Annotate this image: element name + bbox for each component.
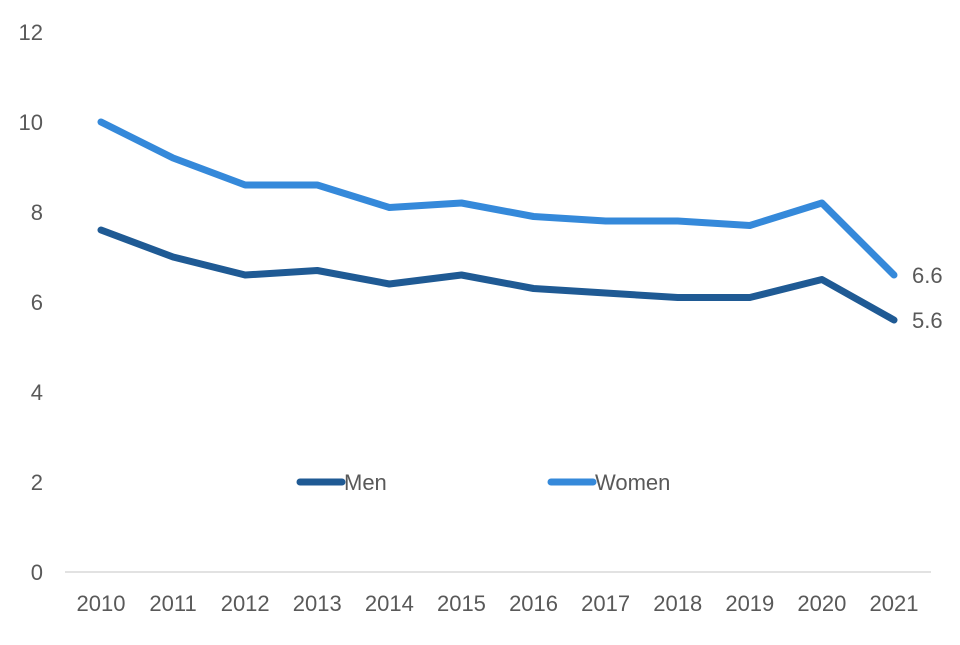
x-tick-label: 2012 bbox=[221, 591, 270, 616]
legend: Men Women bbox=[300, 470, 670, 495]
x-tick-label: 2020 bbox=[797, 591, 846, 616]
series-line-men bbox=[101, 230, 894, 320]
x-tick-label: 2014 bbox=[365, 591, 414, 616]
y-tick-label: 8 bbox=[31, 200, 43, 225]
x-tick-label: 2011 bbox=[149, 591, 196, 616]
x-tick-label: 2018 bbox=[653, 591, 702, 616]
series-lines: 5.6 6.6 bbox=[101, 122, 943, 333]
x-tick-label: 2016 bbox=[509, 591, 558, 616]
y-tick-label: 4 bbox=[31, 380, 43, 405]
end-label-men: 5.6 bbox=[912, 308, 943, 333]
x-tick-label: 2017 bbox=[581, 591, 630, 616]
x-tick-label: 2021 bbox=[870, 591, 919, 616]
y-tick-label: 6 bbox=[31, 290, 43, 315]
x-tick-label: 2010 bbox=[77, 591, 126, 616]
x-tick-label: 2019 bbox=[725, 591, 774, 616]
y-tick-label: 10 bbox=[19, 110, 43, 135]
y-tick-label: 2 bbox=[31, 470, 43, 495]
y-tick-label: 12 bbox=[19, 20, 43, 45]
series-line-women bbox=[101, 122, 894, 275]
x-tick-label: 2013 bbox=[293, 591, 342, 616]
end-label-women: 6.6 bbox=[912, 263, 943, 288]
x-tick-label: 2015 bbox=[437, 591, 486, 616]
legend-label-women: Women bbox=[595, 470, 670, 495]
y-axis: 0 2 4 6 8 10 12 bbox=[19, 20, 43, 585]
x-axis: 2010 2011 2012 2013 2014 2015 2016 2017 2018 2019… bbox=[77, 591, 919, 616]
legend-label-men: Men bbox=[344, 470, 387, 495]
y-tick-label: 0 bbox=[31, 560, 43, 585]
